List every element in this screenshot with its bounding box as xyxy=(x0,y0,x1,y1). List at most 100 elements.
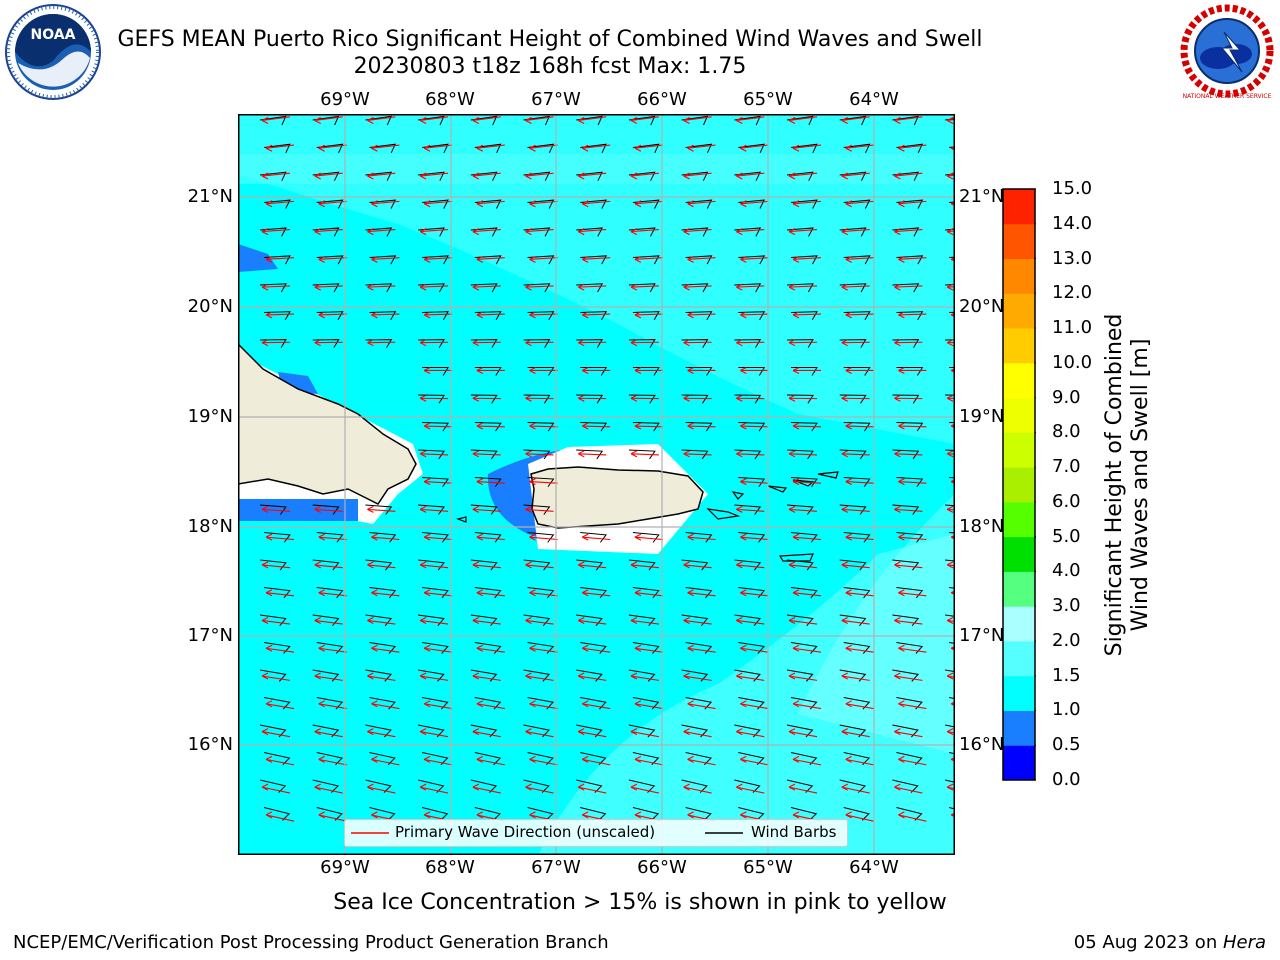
colorbar-tick: 9.0 xyxy=(1052,386,1081,408)
wind-barb xyxy=(632,587,660,599)
wind-barb xyxy=(474,532,502,543)
wind-barb xyxy=(839,115,867,126)
wave-direction-arrow xyxy=(472,783,501,794)
wind-barb xyxy=(527,532,555,543)
wind-barb xyxy=(839,449,867,460)
wind-barb xyxy=(892,779,919,793)
chart-subtitle: 20230803 t18z 168h fcst Max: 1.75 xyxy=(353,54,747,79)
wind-barb-legend-line xyxy=(705,832,743,834)
wave-direction-arrow xyxy=(261,672,291,681)
wind-barb xyxy=(418,283,445,293)
wave-direction-arrow xyxy=(841,450,870,458)
wind-barb xyxy=(681,227,709,237)
wind-barb xyxy=(312,227,340,237)
wave-direction-arrow xyxy=(946,228,955,236)
wave-direction-arrow xyxy=(894,116,923,124)
wave-direction-arrow xyxy=(367,116,396,124)
wind-barb xyxy=(365,227,393,237)
wave-direction-arrow xyxy=(472,450,501,458)
wind-barb xyxy=(632,752,660,766)
wave-direction-arrow xyxy=(577,283,607,291)
colorbar-tick: 15.0 xyxy=(1052,178,1093,199)
wind-barb xyxy=(790,311,818,321)
wave-direction-arrow xyxy=(736,728,765,738)
wind-barb xyxy=(263,143,291,154)
wave-direction-arrow xyxy=(634,700,663,710)
map-legend: Primary Wave Direction (unscaled) Wind B… xyxy=(344,819,848,847)
wave-direction-arrow xyxy=(529,255,558,263)
wave-direction-arrow xyxy=(581,644,611,653)
wave-direction-arrow xyxy=(371,200,400,208)
wind-barb xyxy=(316,255,344,265)
wind-barb xyxy=(843,752,871,766)
colorbar-tick: 3.0 xyxy=(1052,595,1081,617)
wave-direction-arrow xyxy=(683,228,712,236)
wind-barb xyxy=(369,311,397,321)
wave-direction-arrow xyxy=(423,478,453,486)
wind-barb xyxy=(527,311,555,321)
wind-barb xyxy=(527,807,554,821)
wind-barb xyxy=(685,752,712,766)
wind-barb xyxy=(738,255,766,265)
wind-barb xyxy=(576,227,603,237)
chart-title: GEFS MEAN Puerto Rico Significant Height… xyxy=(117,27,983,52)
wind-barb xyxy=(786,504,814,515)
wind-barb xyxy=(422,143,449,154)
wave-direction-arrow xyxy=(265,811,295,822)
wind-barb xyxy=(738,143,765,154)
colorbar xyxy=(1002,188,1036,781)
wave-direction-arrow xyxy=(630,672,659,681)
wind-barb xyxy=(734,449,762,460)
wave-direction-arrow xyxy=(472,728,501,738)
wind-barb xyxy=(474,255,502,265)
wave-direction-arrow xyxy=(472,394,501,402)
wave-direction-arrow xyxy=(525,116,554,124)
wave-direction-arrow xyxy=(525,228,554,236)
wave-direction-arrow xyxy=(529,144,558,152)
wave-direction-arrow xyxy=(529,700,558,710)
wave-direction-arrow xyxy=(581,366,611,374)
wind-barb xyxy=(523,559,551,571)
wave-direction-arrow xyxy=(371,533,400,541)
wind-barb xyxy=(681,559,709,571)
colorbar-segment xyxy=(1003,397,1035,433)
wind-barb xyxy=(422,477,449,488)
wind-barb xyxy=(681,449,709,460)
wind-barb xyxy=(843,199,871,209)
wave-direction-arrow xyxy=(367,783,396,794)
wave-direction-arrow xyxy=(845,533,874,541)
wave-direction-arrow xyxy=(634,366,663,374)
wave-direction-arrow xyxy=(265,144,295,152)
wave-direction-arrow xyxy=(423,255,453,263)
wave-direction-arrow xyxy=(845,700,874,710)
wind-barb xyxy=(259,171,287,181)
wave-direction-arrow xyxy=(845,200,874,208)
wave-direction-arrow xyxy=(314,616,343,625)
wave-direction-arrow xyxy=(845,589,874,597)
wave-direction-arrow xyxy=(740,644,769,653)
wave-direction-arrow xyxy=(841,394,870,402)
wind-barb xyxy=(576,559,604,571)
wave-direction-arrow xyxy=(581,311,611,319)
wave-direction-arrow xyxy=(894,672,923,681)
wave-direction-arrow xyxy=(687,200,716,208)
wave-direction-arrow xyxy=(423,589,453,597)
wind-barb xyxy=(734,559,762,571)
colorbar-tick: 4.0 xyxy=(1052,560,1081,582)
wind-barb xyxy=(681,779,708,793)
wave-direction-arrow xyxy=(265,700,295,710)
wind-barb xyxy=(843,366,871,376)
st-croix-outline xyxy=(778,553,814,562)
wave-direction-arrow xyxy=(736,783,765,794)
wind-barb xyxy=(316,752,344,766)
lon-tick-bottom: 69°W xyxy=(320,857,370,878)
wave-direction-arrow xyxy=(581,589,611,597)
wave-direction-arrow xyxy=(476,589,505,597)
wind-barb xyxy=(418,504,445,515)
wave-direction-arrow xyxy=(740,755,769,766)
lon-tick-top: 67°W xyxy=(531,89,581,110)
wind-barb xyxy=(470,559,498,571)
wave-direction-arrow xyxy=(419,394,449,402)
wind-barb xyxy=(839,779,867,793)
lat-tick-right: 21°N xyxy=(959,186,1005,207)
